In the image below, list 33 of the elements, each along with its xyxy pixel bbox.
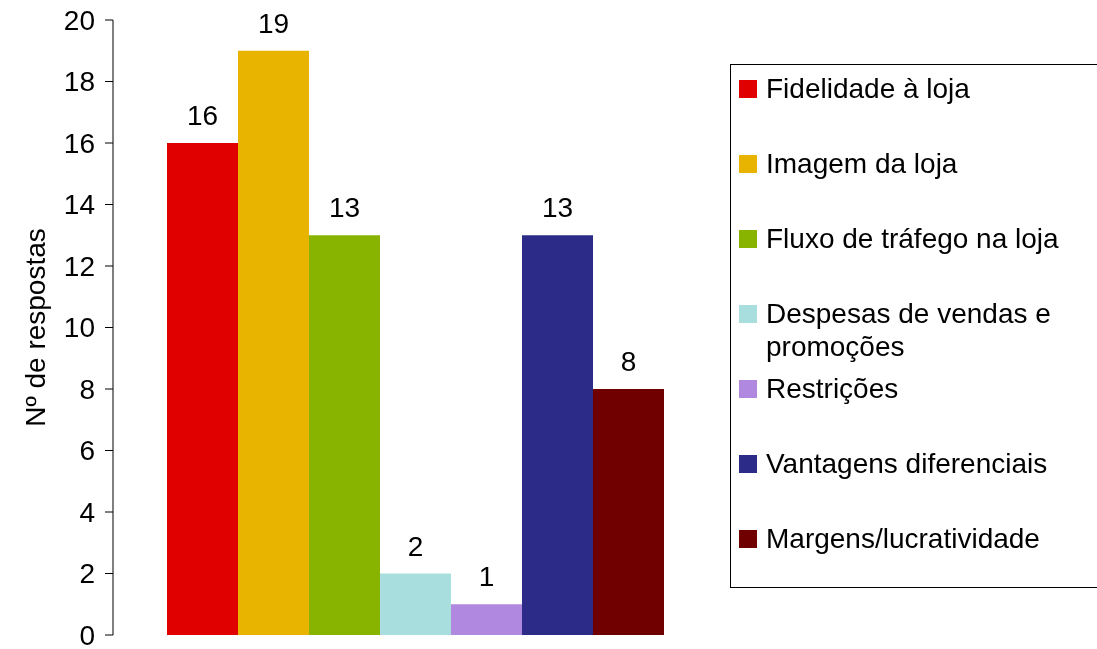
- y-tick-label: 8: [79, 373, 95, 405]
- data-label: 13: [541, 192, 574, 224]
- data-label: 8: [620, 346, 637, 377]
- y-tick-label: 18: [63, 66, 95, 98]
- data-label: 13: [328, 192, 361, 224]
- data-label: 1: [478, 561, 495, 593]
- y-tick-label: 0: [79, 619, 95, 649]
- bar: [380, 573, 451, 635]
- data-label: 2: [407, 530, 424, 562]
- y-axis-title: Nº de respostas: [19, 228, 51, 427]
- legend-label: Fluxo de tráfego na loja: [766, 221, 1060, 255]
- legend-label: Margens/lucratividade: [766, 521, 1041, 555]
- bar: [309, 235, 380, 635]
- y-tick-label: 12: [63, 250, 95, 282]
- legend-label: Imagem da loja: [766, 146, 959, 180]
- y-tick-label: 16: [63, 127, 95, 159]
- y-tick-label: 6: [79, 435, 95, 467]
- y-tick-label: 4: [79, 496, 95, 528]
- bar: [451, 604, 522, 635]
- legend-label: Restrições: [766, 371, 900, 405]
- legend-label: Despesas de vendas e promoções: [766, 296, 1052, 363]
- data-label: 16: [186, 100, 219, 131]
- bar: [167, 143, 238, 635]
- legend-label: Fidelidade à loja: [766, 71, 971, 105]
- bar: [593, 389, 664, 635]
- legend-label: Vantagens diferenciais: [766, 446, 1049, 480]
- bar: [522, 235, 593, 635]
- y-tick-label: 10: [63, 312, 95, 344]
- y-tick-label: 2: [79, 558, 95, 590]
- data-label: 19: [257, 7, 290, 39]
- y-tick-label: 20: [63, 4, 95, 36]
- bar: [238, 50, 309, 635]
- y-tick-label: 14: [63, 189, 95, 221]
